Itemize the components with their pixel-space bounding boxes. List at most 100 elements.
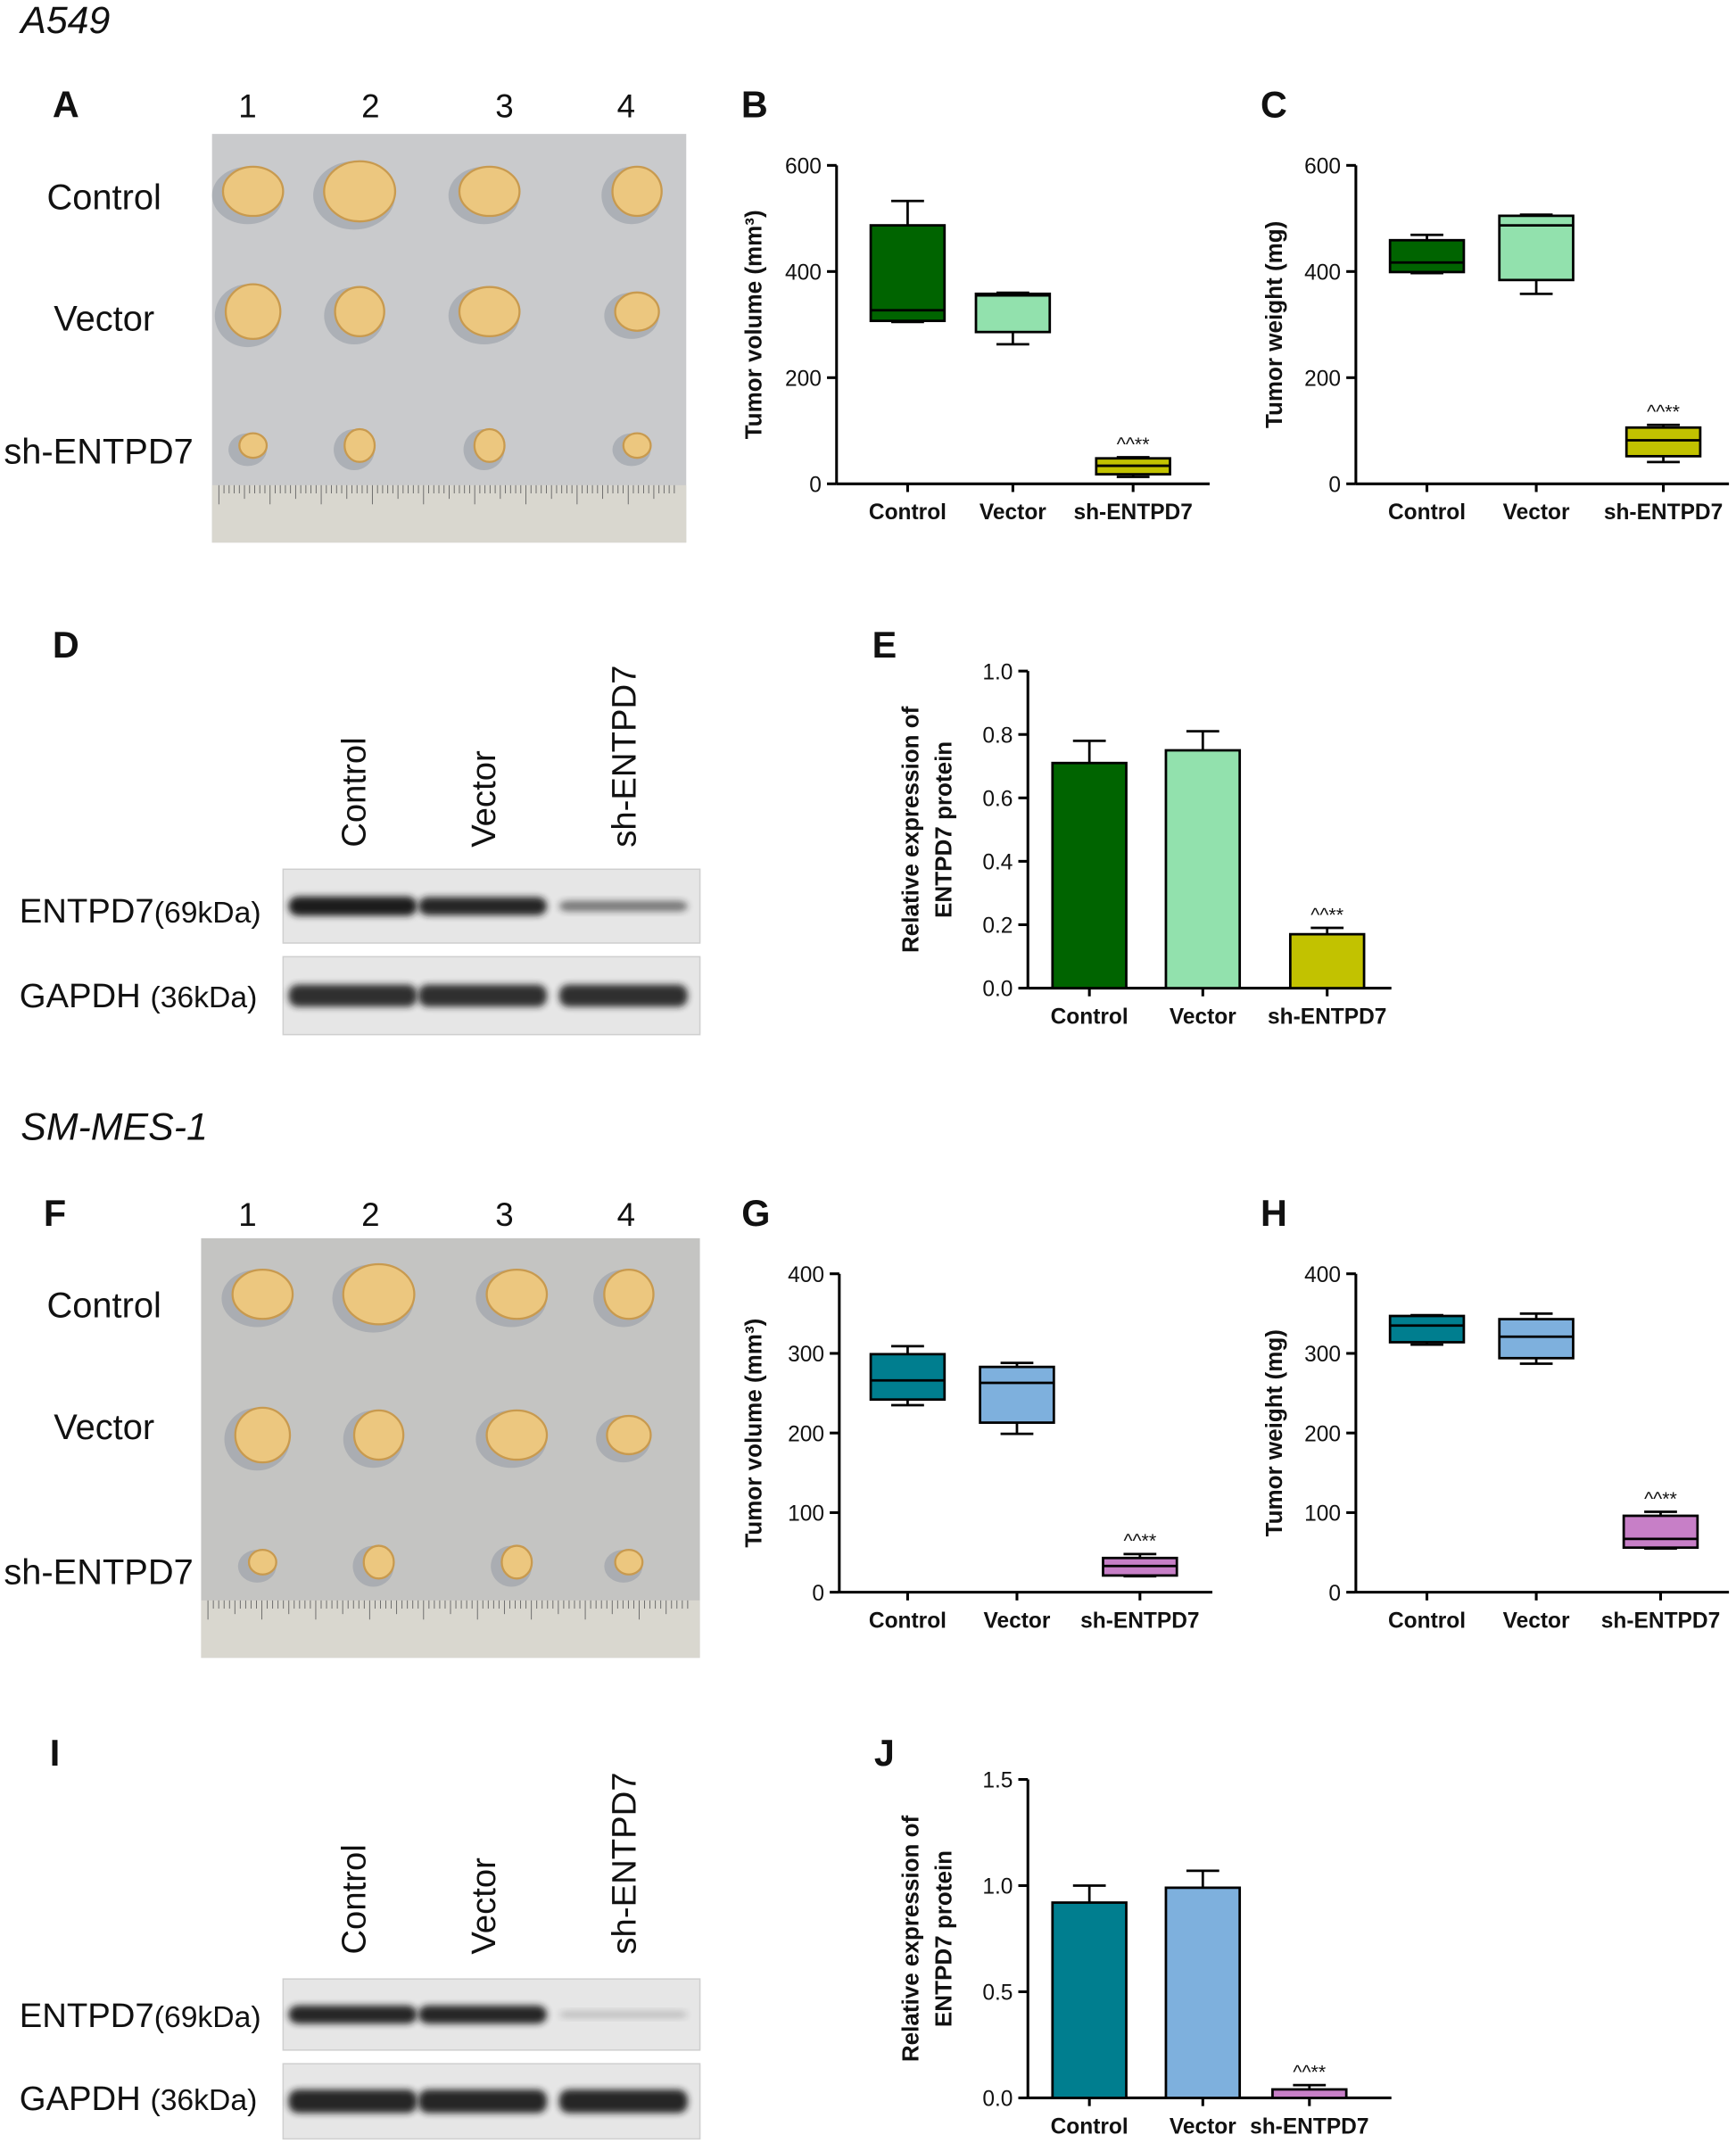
panel-label: G xyxy=(741,1193,770,1234)
group-label: Control xyxy=(47,1287,161,1326)
y-tick-label: 600 xyxy=(785,155,822,179)
tumor xyxy=(323,160,397,223)
significance-mark: ^^** xyxy=(1644,1488,1677,1510)
tumor xyxy=(500,1544,533,1580)
lane-label: sh-ENTPD7 xyxy=(606,666,644,848)
y-tick-label: 0.4 xyxy=(982,851,1013,875)
significance-mark: ^^** xyxy=(1310,904,1343,925)
box xyxy=(1622,1514,1699,1550)
lane-number: 3 xyxy=(495,1196,513,1233)
blot-band xyxy=(418,897,548,915)
y-axis-label: Relative expression of xyxy=(897,1815,924,2062)
tumor xyxy=(342,1262,416,1326)
lane-label: Control xyxy=(335,737,373,847)
lane-number: 2 xyxy=(361,1196,379,1233)
blot-band xyxy=(558,900,688,912)
x-tick-label: sh-ENTPD7 xyxy=(1268,1005,1386,1029)
tumor xyxy=(603,1268,655,1320)
panel-label: D xyxy=(53,625,79,666)
panel-label: I xyxy=(50,1733,60,1774)
significance-mark: ^^** xyxy=(1117,434,1150,455)
lane-label: sh-ENTPD7 xyxy=(606,1772,644,1954)
tumor xyxy=(622,432,652,459)
box xyxy=(979,1365,1055,1424)
tumor xyxy=(231,1268,294,1320)
lane-number: 4 xyxy=(617,88,635,125)
lane-number: 1 xyxy=(238,1196,256,1233)
panel-label: F xyxy=(44,1193,66,1234)
bar xyxy=(1164,1886,1242,2099)
y-axis-label: ENTPD7 protein xyxy=(930,1850,956,2027)
bar xyxy=(1164,749,1242,989)
y-tick-label: 0 xyxy=(812,1582,824,1606)
x-tick-label: Vector xyxy=(1503,501,1570,525)
tumor xyxy=(458,165,521,218)
x-tick-label: sh-ENTPD7 xyxy=(1080,1609,1199,1633)
significance-mark: ^^** xyxy=(1647,401,1680,423)
y-tick-label: 1.0 xyxy=(982,1875,1013,1899)
x-tick-label: Vector xyxy=(984,1609,1051,1633)
tumor xyxy=(606,1414,652,1456)
section-title: A549 xyxy=(18,0,110,42)
tumor xyxy=(234,1406,292,1464)
panel-label: B xyxy=(741,85,768,126)
tumor xyxy=(614,1549,644,1576)
blot-band xyxy=(418,984,548,1007)
x-tick-label: sh-ENTPD7 xyxy=(1604,501,1723,525)
y-tick-label: 200 xyxy=(788,1422,824,1446)
x-tick-label: sh-ENTPD7 xyxy=(1250,2114,1368,2139)
y-tick-label: 300 xyxy=(788,1343,824,1367)
y-tick-label: 0 xyxy=(809,473,822,497)
blot-band xyxy=(558,2089,688,2114)
protein-size: (69kDa) xyxy=(154,2000,261,2034)
protein-label: ENTPD7(69kDa) xyxy=(20,892,261,931)
y-tick-label: 400 xyxy=(1304,261,1341,285)
protein-name: ENTPD7 xyxy=(20,1997,154,2035)
tumor xyxy=(362,1544,395,1580)
x-tick-label: Control xyxy=(1051,1005,1128,1029)
x-tick-label: Vector xyxy=(1170,2114,1236,2139)
group-label: Vector xyxy=(54,1408,154,1447)
box xyxy=(974,292,1052,334)
y-tick-label: 100 xyxy=(788,1502,824,1527)
blot-band xyxy=(288,984,417,1007)
y-tick-label: 100 xyxy=(1304,1502,1341,1527)
protein-name: GAPDH xyxy=(20,977,151,1015)
lane-number: 3 xyxy=(495,88,513,125)
tumor xyxy=(224,283,282,341)
y-axis-label: Tumor weight (mg) xyxy=(1261,1329,1287,1536)
y-tick-label: 1.0 xyxy=(982,660,1013,684)
blot-band xyxy=(558,984,688,1007)
y-axis-label: ENTPD7 protein xyxy=(930,741,956,918)
y-tick-label: 0.8 xyxy=(982,724,1013,748)
protein-size: (69kDa) xyxy=(154,896,261,930)
box xyxy=(869,224,947,323)
x-tick-label: sh-ENTPD7 xyxy=(1601,1609,1720,1633)
protein-label: GAPDH (36kDa) xyxy=(20,977,258,1015)
lane-number: 1 xyxy=(238,88,256,125)
x-tick-label: Control xyxy=(1051,2114,1128,2139)
panel-label: E xyxy=(872,625,897,666)
box xyxy=(1624,426,1702,458)
y-tick-label: 300 xyxy=(1304,1343,1341,1367)
bar xyxy=(1288,932,1366,989)
y-tick-label: 0 xyxy=(1328,1582,1341,1606)
y-tick-label: 600 xyxy=(1304,155,1341,179)
panel-label: C xyxy=(1261,85,1287,126)
y-tick-label: 400 xyxy=(1304,1263,1341,1287)
group-label: sh-ENTPD7 xyxy=(4,1552,193,1592)
x-tick-label: sh-ENTPD7 xyxy=(1073,501,1192,525)
y-axis-label: Tumor volume (mm³) xyxy=(740,1319,767,1548)
box xyxy=(1388,238,1466,274)
blot-band xyxy=(288,2089,417,2114)
y-axis-label: Tumor volume (mm³) xyxy=(740,210,767,439)
box xyxy=(1388,1314,1466,1344)
protein-size: (36kDa) xyxy=(150,980,257,1014)
significance-mark: ^^** xyxy=(1123,1530,1156,1551)
tumor xyxy=(221,165,285,218)
protein-label: GAPDH (36kDa) xyxy=(20,2080,258,2118)
tumor xyxy=(458,285,521,337)
tumor xyxy=(611,165,663,218)
